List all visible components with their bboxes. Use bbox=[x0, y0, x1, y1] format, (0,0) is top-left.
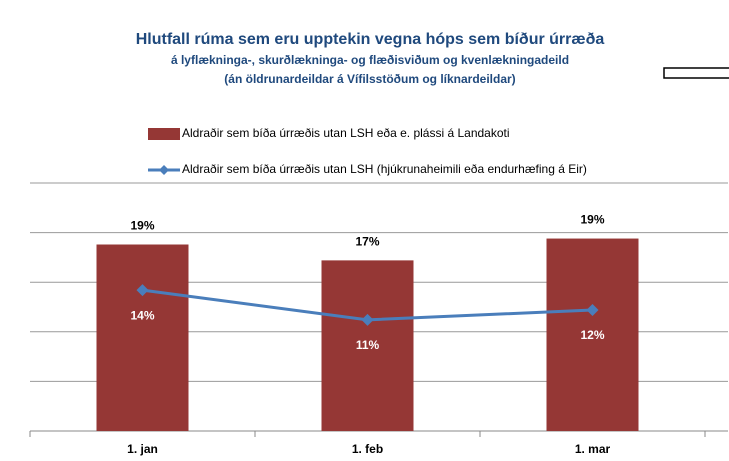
line-value-label: 12% bbox=[580, 328, 604, 342]
x-tick-label: 1. jan bbox=[127, 442, 158, 456]
legend-marker bbox=[159, 165, 169, 175]
chart-subtitle: (án öldrunardeildar á Vífilsstöðum og lí… bbox=[224, 72, 515, 86]
chart-title: Hlutfall rúma sem eru upptekin vegna hóp… bbox=[136, 31, 605, 48]
bar-value-label: 19% bbox=[130, 219, 154, 233]
legend-label: Aldraðir sem bíða úrræðis utan LSH (hjúk… bbox=[182, 162, 587, 176]
bar bbox=[96, 244, 189, 431]
x-tick-label: 1. feb bbox=[352, 442, 383, 456]
line-marker bbox=[586, 303, 599, 316]
line-marker bbox=[136, 284, 149, 297]
bar-value-label: 19% bbox=[580, 213, 604, 227]
legend-label: Aldraðir sem bíða úrræðis utan LSH eða e… bbox=[182, 126, 510, 140]
bar-value-label: 17% bbox=[355, 235, 379, 249]
bar bbox=[546, 238, 639, 431]
chart-subtitle: á lyflækninga-, skurðlækninga- og flæðis… bbox=[171, 53, 569, 67]
line-marker bbox=[361, 313, 374, 326]
x-tick-label: 1. mar bbox=[575, 442, 611, 456]
bar bbox=[321, 260, 414, 431]
line-value-label: 14% bbox=[130, 308, 154, 322]
line-value-label: 11% bbox=[356, 338, 380, 352]
artifact-box bbox=[663, 67, 729, 79]
legend-swatch bbox=[148, 128, 180, 140]
